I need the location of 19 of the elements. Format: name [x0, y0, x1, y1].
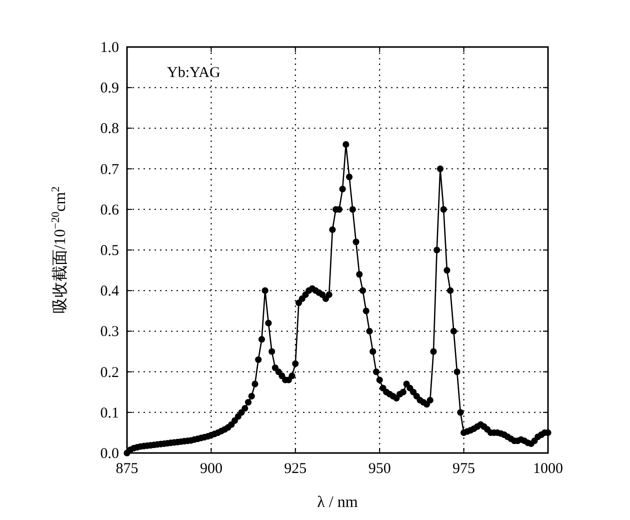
y-tick-label: 0.1 — [100, 405, 119, 422]
y-tick-label: 0.7 — [100, 162, 120, 178]
x-tick-label: 1000 — [533, 461, 563, 477]
x-tick-label: 950 — [368, 461, 391, 477]
y-tick-label: 0.5 — [100, 243, 119, 259]
x-tick-label: 875 — [116, 461, 138, 477]
x-tick-label: 925 — [284, 461, 307, 477]
y-tick-label: 0.4 — [100, 284, 120, 300]
y-tick-label: 0.3 — [100, 324, 119, 340]
y-tick-label: 0.0 — [100, 446, 119, 462]
y-tick-label: 0.2 — [100, 364, 119, 381]
y-tick-label: 1.0 — [100, 40, 119, 56]
x-axis-title: λ / nm — [317, 494, 358, 511]
x-tick-label: 900 — [200, 461, 222, 477]
y-tick-label: 0.9 — [100, 80, 119, 97]
y-tick-label: 0.6 — [100, 202, 120, 218]
x-tick-label: 975 — [452, 461, 476, 477]
annotation: Yb:YAG — [167, 65, 220, 81]
y-tick-label: 0.8 — [100, 121, 119, 138]
